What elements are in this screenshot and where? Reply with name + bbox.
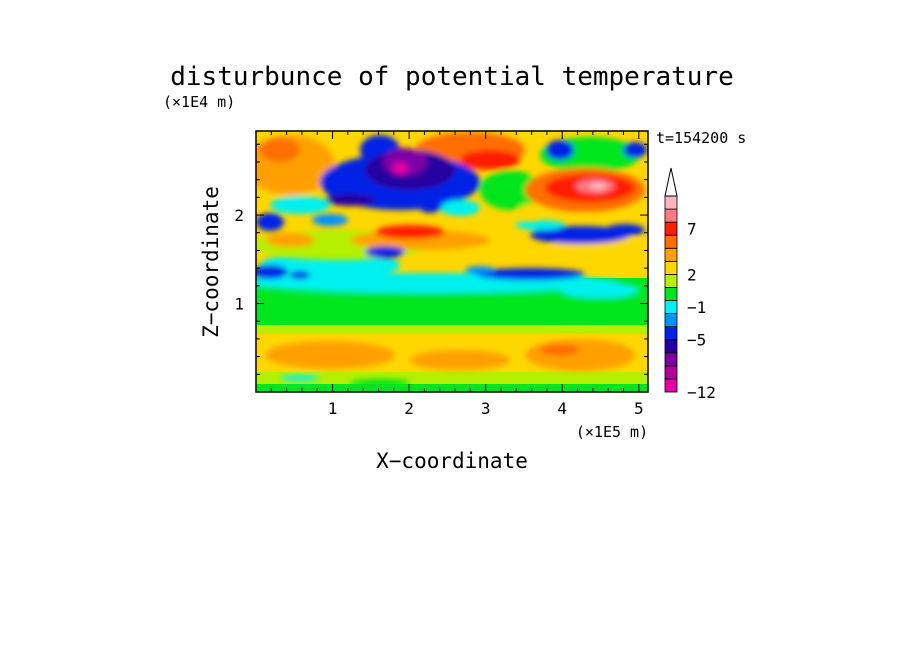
y-tick-label: 1 — [234, 295, 244, 314]
x-tick-label: 1 — [328, 399, 338, 418]
colorbar-swatch — [664, 208, 678, 223]
colorbar-label: −5 — [687, 331, 706, 350]
colorbar-swatch — [664, 247, 678, 262]
time-label: t=154200 s — [656, 129, 746, 147]
colorbar-swatch — [664, 273, 678, 288]
colorbar-label: −1 — [687, 298, 706, 317]
x-axis: 1 2 3 4 5 — [270, 131, 644, 418]
colorbar-swatch — [664, 365, 678, 380]
colorbar-swatch — [664, 300, 678, 314]
colorbar-swatch — [664, 352, 678, 367]
colorbar-swatch — [664, 339, 678, 354]
x-axis-label: X−coordinate — [376, 449, 528, 473]
x-tick-label: 5 — [634, 399, 644, 418]
colorbar-swatch — [664, 234, 678, 249]
x-tick-label: 2 — [404, 399, 414, 418]
colorbar-swatch — [664, 287, 678, 301]
colorbar-swatch — [664, 378, 678, 393]
chart-title: disturbunce of potential temperature — [170, 62, 734, 92]
x-tick-label: 4 — [557, 399, 567, 418]
x-scale-label: (×1E5 m) — [576, 423, 648, 441]
colorbar-label: 7 — [687, 220, 697, 239]
colorbar-swatch — [664, 313, 678, 328]
colorbar-swatch — [664, 195, 678, 210]
y-tick-label: 2 — [234, 206, 244, 225]
x-tick-label: 3 — [481, 399, 491, 418]
colorbar-label: 2 — [687, 265, 697, 284]
colorbar-extend-arrow — [664, 167, 678, 197]
y-axis: 12 — [234, 143, 648, 375]
colorbar-swatch — [664, 221, 678, 236]
y-scale-label: (×1E4 m) — [163, 93, 235, 111]
heatmap-field — [256, 131, 648, 392]
colorbar-swatch — [664, 326, 678, 341]
plot-frame — [255, 130, 649, 393]
y-axis-label: Z−coordinate — [199, 186, 223, 338]
colorbar-swatch — [664, 260, 678, 275]
colorbar: 7 2 −1 −5 −12 — [664, 167, 716, 402]
colorbar-label: −12 — [687, 383, 716, 402]
